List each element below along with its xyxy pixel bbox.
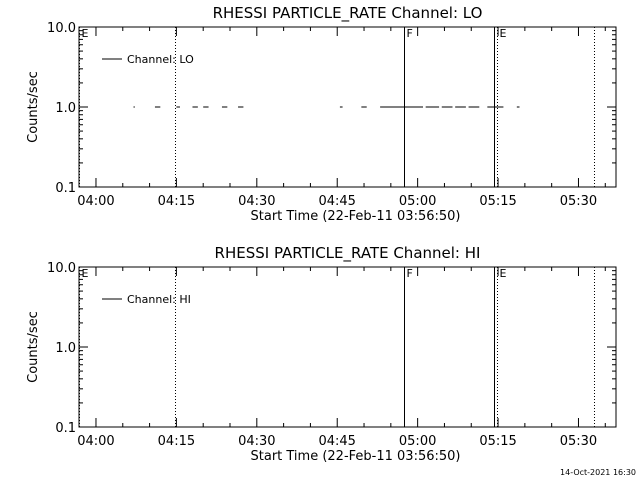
x-tick-label: 04:00 (77, 194, 114, 209)
x-tick-label: 04:15 (158, 194, 195, 209)
x-tick-label: 05:15 (479, 194, 516, 209)
chart-title: RHESSI PARTICLE_RATE Channel: LO (213, 4, 483, 23)
x-tick-label: 04:30 (238, 434, 275, 449)
y-axis-title: Counts/sec (26, 311, 41, 383)
legend-label: Channel: LO (127, 53, 194, 66)
y-tick-label: 1.0 (55, 101, 76, 116)
panel-lo: RHESSI PARTICLE_RATE Channel: LO 0.1 1.0 10… (26, 4, 617, 224)
marker-label: F (407, 267, 413, 280)
y-tick-label: 10.0 (47, 21, 76, 36)
x-tick-label: 05:30 (560, 194, 597, 209)
y-tick-label: 0.1 (55, 421, 76, 436)
marker-label: E (500, 267, 507, 280)
x-tick-label: 05:00 (399, 434, 436, 449)
chart-title: RHESSI PARTICLE_RATE Channel: HI (215, 244, 481, 263)
x-axis-title: Start Time (22-Feb-11 03:56:50) (251, 449, 461, 464)
marker-label: E (82, 267, 89, 280)
legend-label: Channel: HI (127, 293, 191, 306)
x-tick-label: 04:15 (158, 434, 195, 449)
plot-frame (78, 266, 617, 428)
x-tick-label: 05:30 (560, 434, 597, 449)
x-tick-label: 04:30 (238, 194, 275, 209)
y-tick-label: 10.0 (47, 261, 76, 276)
x-tick-label: 04:45 (318, 434, 355, 449)
panel-hi: RHESSI PARTICLE_RATE Channel: HI 0.1 1.0 10… (26, 244, 617, 464)
x-tick-label: 04:45 (318, 194, 355, 209)
footer-timestamp: 14-Oct-2021 16:30 (560, 468, 636, 477)
marker-label: E (500, 27, 507, 40)
x-tick-label: 05:15 (479, 434, 516, 449)
y-axis-title: Counts/sec (26, 71, 41, 143)
x-tick-label: 04:00 (77, 434, 114, 449)
marker-label: F (407, 27, 413, 40)
x-tick-label: 05:00 (399, 194, 436, 209)
marker-label: E (82, 27, 89, 40)
y-tick-label: 1.0 (55, 341, 76, 356)
x-axis-title: Start Time (22-Feb-11 03:56:50) (251, 209, 461, 224)
y-tick-label: 0.1 (55, 181, 76, 196)
